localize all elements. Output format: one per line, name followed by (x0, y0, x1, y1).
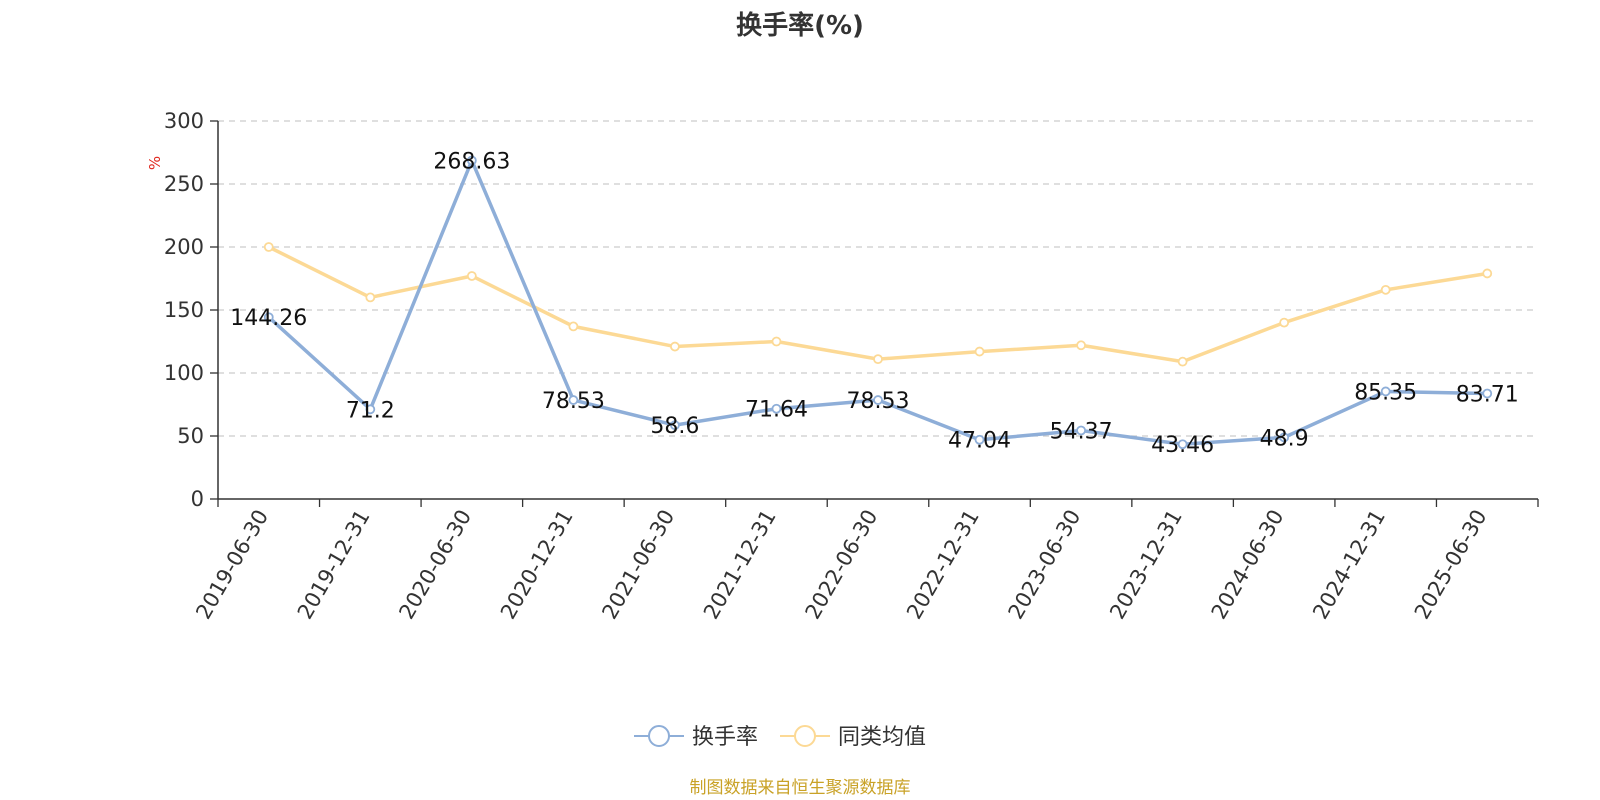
data-point (771, 336, 782, 347)
data-label: 268.63 (433, 150, 510, 175)
data-point (1380, 284, 1391, 295)
legend-label: 同类均值 (838, 725, 926, 750)
y-tick-label: 100 (164, 361, 204, 385)
x-tick-label: 2021-12-31 (699, 506, 781, 624)
x-tick-label: 2021-06-30 (597, 506, 679, 624)
data-label: 43.46 (1151, 433, 1214, 458)
data-point (1279, 317, 1290, 328)
x-tick-label: 2024-12-31 (1308, 506, 1390, 624)
y-tick-label: 0 (191, 487, 204, 511)
y-tick-label: 150 (164, 298, 204, 322)
data-label: 71.64 (745, 398, 808, 423)
data-point (466, 271, 477, 281)
series-layer (263, 155, 1493, 450)
data-label: 54.37 (1050, 419, 1113, 444)
x-tick-label: 2025-06-30 (1410, 506, 1492, 624)
legend-marker (794, 725, 816, 747)
x-tick-label: 2019-12-31 (293, 506, 375, 624)
legend: 换手率 同类均值 (634, 725, 926, 750)
x-tick-label: 2020-06-30 (394, 506, 476, 624)
data-point (1482, 268, 1493, 279)
y-axis-unit: % (146, 156, 164, 170)
y-tick-label: 250 (164, 172, 204, 196)
data-point (365, 292, 376, 303)
data-point (263, 312, 274, 323)
data-label: 58.6 (650, 414, 699, 439)
data-point (1380, 386, 1391, 397)
data-label: 47.04 (948, 429, 1011, 454)
y-tick-label: 300 (164, 109, 204, 133)
data-point (365, 404, 376, 415)
chart-title: 换手率(%) (736, 10, 864, 41)
data-point (974, 346, 985, 357)
series-line (267, 245, 1489, 364)
x-tick-label: 2022-06-30 (801, 506, 883, 624)
data-label: 83.71 (1456, 383, 1519, 408)
data-label: 71.2 (346, 398, 395, 423)
data-label: 144.26 (230, 306, 307, 331)
legend-marker (648, 725, 670, 747)
data-point (263, 242, 274, 252)
y-tick-label: 200 (164, 235, 204, 259)
data-point (974, 434, 985, 445)
data-label: 78.53 (847, 389, 910, 414)
x-tick-label: 2022-12-31 (902, 506, 984, 624)
data-point (466, 155, 477, 166)
data-point (568, 395, 579, 405)
x-tick-label: 2023-12-31 (1105, 506, 1187, 624)
x-tick-label: 2019-06-30 (191, 506, 273, 624)
data-label: 48.9 (1260, 426, 1309, 451)
data-point (568, 321, 579, 332)
x-tick-label: 2020-12-31 (496, 506, 578, 624)
y-tick-label: 50 (177, 424, 204, 448)
data-point (670, 341, 680, 352)
legend-label: 换手率 (692, 725, 758, 750)
data-point (1177, 356, 1188, 367)
data-point (873, 395, 883, 405)
data-point (1076, 425, 1086, 436)
x-tick-label: 2023-06-30 (1004, 506, 1086, 624)
data-point (1177, 439, 1188, 450)
source-note: 制图数据来自恒生聚源数据库 (690, 778, 911, 798)
data-label: 85.35 (1354, 380, 1417, 405)
x-tick-label: 2024-06-30 (1207, 506, 1289, 624)
data-labels: 144.26 71.2 268.63 78.53 58.6 71.64 78.53 47.04… (230, 150, 1518, 459)
data-label: 78.53 (542, 389, 605, 414)
data-point (873, 354, 883, 365)
data-point (1076, 340, 1086, 351)
data-point (1482, 388, 1493, 399)
data-point (670, 420, 680, 431)
data-point (771, 403, 782, 414)
data-point (1279, 432, 1290, 443)
